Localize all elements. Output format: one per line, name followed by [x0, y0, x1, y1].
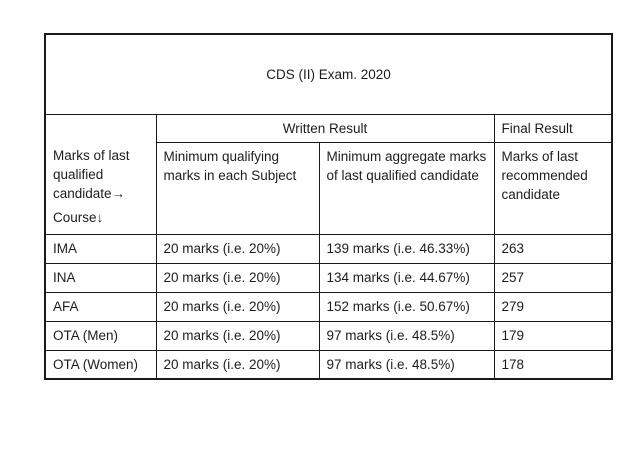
row-header-label: Marks of last qualified candidate→ [53, 147, 130, 201]
min-qualifying-cell: 20 marks (i.e. 20%) [155, 262, 320, 293]
course-axis-label: Course↓ [53, 209, 104, 225]
subheader-final-marks: Marks of last recommended candidate [493, 141, 613, 235]
table-row-ota-men: OTA (Men) 20 marks (i.e. 20%) 97 marks (… [44, 320, 613, 351]
min-aggregate-cell: 134 marks (i.e. 44.67%) [318, 262, 495, 293]
table-header-row-2: Minimum qualifying marks in each Subject… [45, 141, 613, 235]
subheader-min-qualifying: Minimum qualifying marks in each Subject [155, 141, 320, 235]
final-marks-cell: 257 [493, 262, 613, 293]
table-row-afa: AFA 20 marks (i.e. 20%) 152 marks (i.e. … [44, 291, 613, 322]
row-header-cell: Marks of last qualified candidate→ Cours… [44, 113, 157, 235]
table-row-ota-women: OTA (Women) 20 marks (i.e. 20%) 97 marks… [44, 349, 613, 380]
min-aggregate-cell: 97 marks (i.e. 48.5%) [318, 320, 495, 351]
min-aggregate-cell: 97 marks (i.e. 48.5%) [318, 349, 495, 380]
course-cell: OTA (Men) [44, 320, 157, 351]
table-title-row: CDS (II) Exam. 2020 [44, 33, 613, 115]
course-cell: AFA [44, 291, 157, 322]
table-title: CDS (II) Exam. 2020 [44, 33, 613, 115]
table-row-ima: IMA 20 marks (i.e. 20%) 139 marks (i.e. … [44, 233, 613, 264]
final-marks-cell: 179 [493, 320, 613, 351]
min-aggregate-cell: 152 marks (i.e. 50.67%) [318, 291, 495, 322]
min-qualifying-cell: 20 marks (i.e. 20%) [155, 233, 320, 264]
min-qualifying-cell: 20 marks (i.e. 20%) [155, 291, 320, 322]
course-cell: IMA [44, 233, 157, 264]
exam-results-table: CDS (II) Exam. 2020 Marks of last qualif… [44, 33, 614, 380]
course-cell: OTA (Women) [44, 349, 157, 380]
final-marks-cell: 178 [493, 349, 613, 380]
written-result-header: Written Result [155, 113, 495, 143]
final-result-header: Final Result [493, 113, 613, 143]
course-cell: INA [44, 262, 157, 293]
table-header-row-1: Marks of last qualified candidate→ Cours… [44, 113, 613, 235]
min-qualifying-cell: 20 marks (i.e. 20%) [155, 349, 320, 380]
final-marks-cell: 263 [493, 233, 613, 264]
subheader-min-aggregate: Minimum aggregate marks of last qualifie… [318, 141, 495, 235]
min-aggregate-cell: 139 marks (i.e. 46.33%) [318, 233, 495, 264]
min-qualifying-cell: 20 marks (i.e. 20%) [155, 320, 320, 351]
final-marks-cell: 279 [493, 291, 613, 322]
table-row-ina: INA 20 marks (i.e. 20%) 134 marks (i.e. … [44, 262, 613, 293]
